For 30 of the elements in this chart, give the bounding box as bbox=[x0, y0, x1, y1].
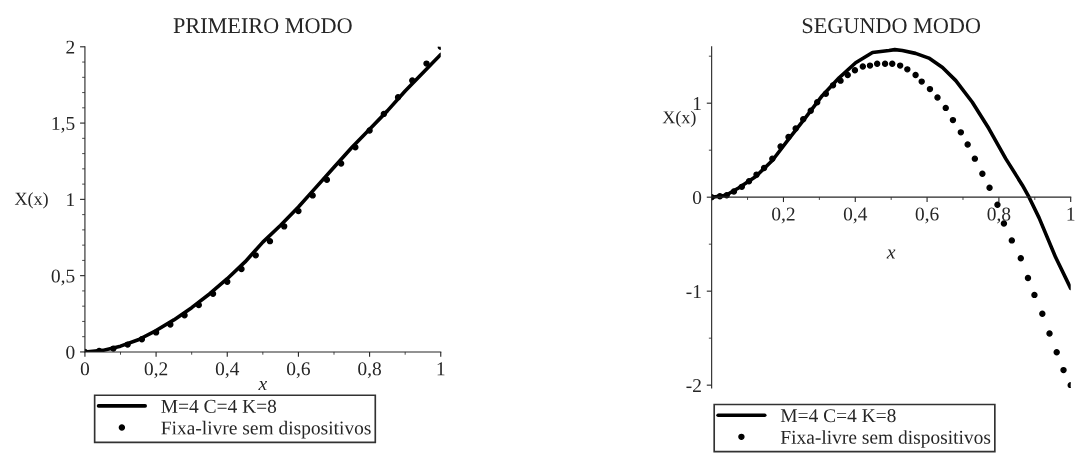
x-axis-title: x bbox=[886, 249, 896, 259]
x-tick-label: 0,6 bbox=[287, 362, 310, 379]
y-tick-label: 0 bbox=[66, 345, 75, 359]
y-tick-label: -2 bbox=[686, 379, 701, 392]
x-tick-label: 0,2 bbox=[772, 207, 795, 224]
y-tick-label: 1,5 bbox=[52, 116, 75, 133]
chart-title: SEGUNDO MODO bbox=[802, 18, 981, 34]
x-axis-title: x bbox=[258, 381, 268, 391]
y-axis-title: X(x) bbox=[14, 192, 48, 209]
y-tick-label: 1 bbox=[693, 97, 701, 110]
y-tick-label: -1 bbox=[686, 285, 701, 298]
legend-label: Fixa-livre sem dispositivos bbox=[780, 430, 991, 448]
legend-label: M=4 C=4 K=8 bbox=[161, 399, 277, 413]
y-tick-label: 0,5 bbox=[51, 269, 75, 286]
y-tick-label: 0 bbox=[692, 190, 702, 205]
x-tick-label: 0,4 bbox=[843, 207, 868, 224]
x-tick-label: 1 bbox=[1067, 207, 1075, 221]
x-tick-label: 0,4 bbox=[215, 362, 240, 379]
x-tick-label: 0,8 bbox=[358, 362, 381, 379]
x-tick-label: 1 bbox=[437, 362, 445, 376]
chart-title: PRIMEIRO MODO bbox=[173, 18, 352, 34]
y-tick-label: 2 bbox=[66, 40, 75, 54]
x-tick-label: 0 bbox=[80, 362, 90, 376]
legend-label: Fixa-livre sem dispositivos bbox=[161, 420, 371, 439]
y-tick-label: 1 bbox=[67, 193, 75, 207]
y-axis-title: X(x) bbox=[662, 110, 696, 128]
x-tick-label: 0,2 bbox=[144, 362, 168, 379]
x-tick-label: 0,6 bbox=[915, 207, 939, 224]
x-tick-label: 0,8 bbox=[987, 207, 1011, 224]
legend-label: M=4 C=4 K=8 bbox=[780, 409, 896, 423]
